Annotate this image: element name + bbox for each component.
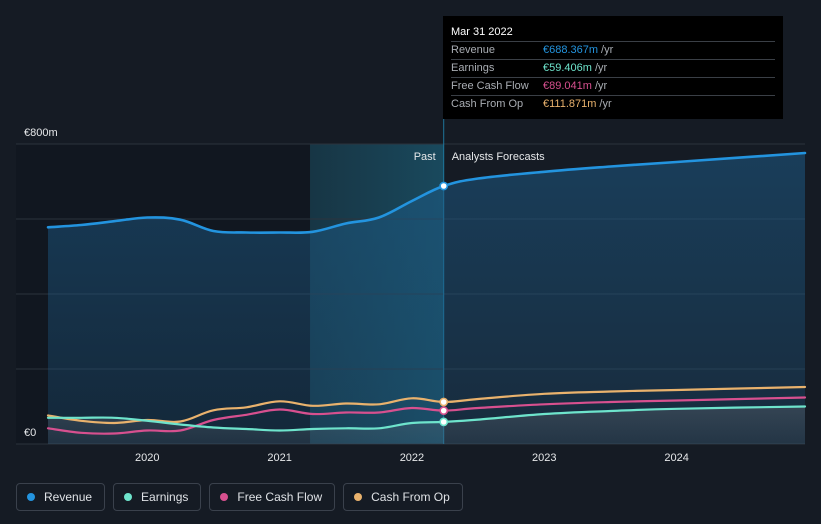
y-axis-label-zero: €0 <box>24 427 36 439</box>
tooltip-row-free-cash-flow: Free Cash Flow €89.041m /yr <box>451 77 775 95</box>
tooltip-value: €59.406m <box>543 62 592 74</box>
cash-from-op-marker <box>439 397 449 407</box>
revenue-marker <box>439 181 449 191</box>
earnings-line <box>46 405 807 432</box>
earnings-area <box>48 406 805 444</box>
free-cash-flow-line <box>46 396 807 435</box>
tooltip-unit: /yr <box>599 98 612 110</box>
x-tick-label: 2023 <box>532 452 556 464</box>
legend-label: Earnings <box>141 490 189 504</box>
x-tick-label: 2021 <box>267 452 291 464</box>
revenue-dot-icon <box>27 493 35 501</box>
earnings-marker <box>439 417 449 427</box>
tooltip-date: Mar 31 2022 <box>451 26 513 38</box>
tooltip-value: €89.041m <box>543 80 592 92</box>
x-tick-label: 2022 <box>400 452 424 464</box>
x-tick-label: 2020 <box>135 452 159 464</box>
x-tick-label: 2024 <box>664 452 688 464</box>
legend-label: Revenue <box>44 490 93 504</box>
free-cash-flow-marker <box>439 406 449 416</box>
tooltip: Mar 31 2022 Revenue €688.367m /yr Earnin… <box>443 16 783 119</box>
legend-label: Free Cash Flow <box>237 490 323 504</box>
legend-item-free-cash-flow[interactable]: Free Cash Flow <box>209 483 336 511</box>
legend-item-cash-from-op[interactable]: Cash From Op <box>343 483 463 511</box>
tooltip-row-earnings: Earnings €59.406m /yr <box>451 59 775 77</box>
tooltip-value: €688.367m <box>543 44 599 56</box>
tooltip-label: Free Cash Flow <box>451 80 529 92</box>
forecast-label: Analysts Forecasts <box>452 151 545 163</box>
legend-item-revenue[interactable]: Revenue <box>16 483 106 511</box>
legend-label: Cash From Op <box>371 490 450 504</box>
tooltip-label: Cash From Op <box>451 98 524 110</box>
legend-item-earnings[interactable]: Earnings <box>113 483 202 511</box>
cash-from-op-dot-icon <box>354 493 363 501</box>
revenue-area <box>48 153 805 444</box>
tooltip-unit: /yr <box>594 62 608 74</box>
tooltip-row-cash-from-op: Cash From Op €111.871m /yr <box>451 95 775 113</box>
tooltip-label: Revenue <box>451 44 496 56</box>
tooltip-label: Earnings <box>451 62 495 74</box>
past-label: Past <box>414 151 436 163</box>
legend: Revenue Earnings Free Cash Flow Cash Fro… <box>16 483 463 511</box>
tooltip-unit: /yr <box>601 44 614 56</box>
tooltip-value: €111.871m <box>543 98 597 110</box>
earnings-dot-icon <box>124 493 133 501</box>
y-axis-label-max: €800m <box>24 127 58 139</box>
free-cash-flow-dot-icon <box>220 493 229 501</box>
revenue-line <box>46 151 807 235</box>
tooltip-unit: /yr <box>594 80 608 92</box>
tooltip-row-revenue: Revenue €688.367m /yr <box>451 41 775 59</box>
